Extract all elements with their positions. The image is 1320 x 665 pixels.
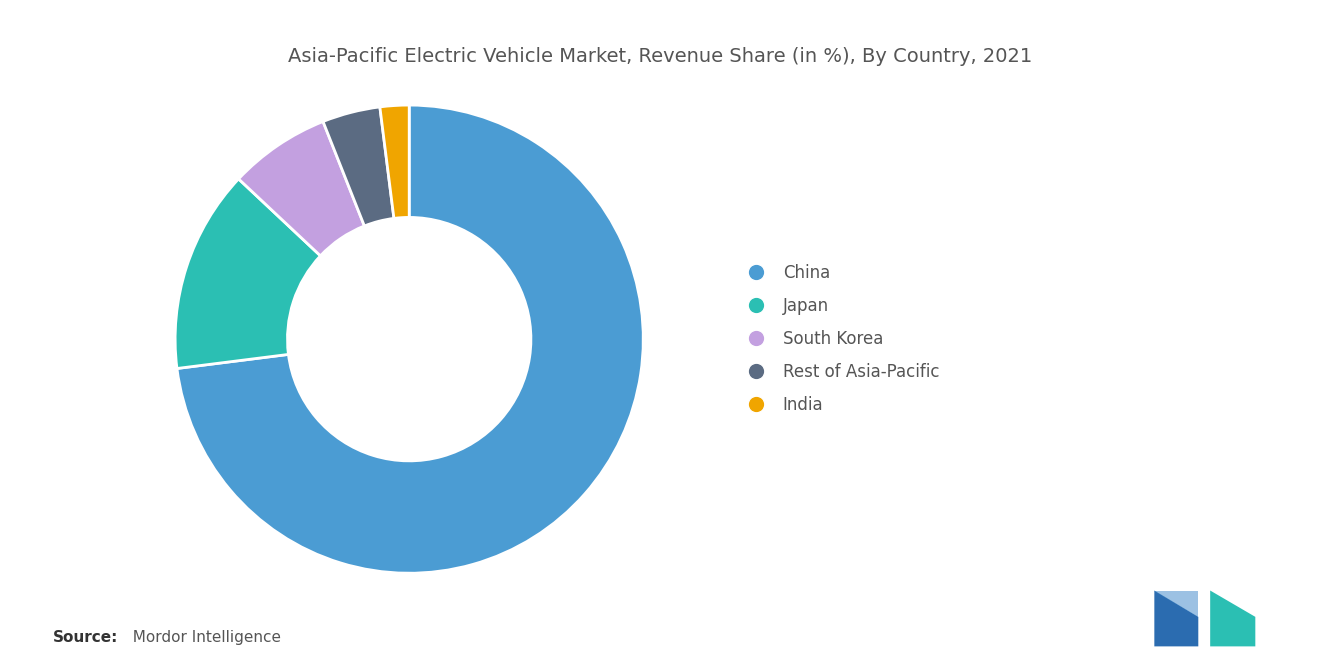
Legend: China, Japan, South Korea, Rest of Asia-Pacific, India: China, Japan, South Korea, Rest of Asia-… [739, 264, 940, 414]
Text: Asia-Pacific Electric Vehicle Market, Revenue Share (in %), By Country, 2021: Asia-Pacific Electric Vehicle Market, Re… [288, 47, 1032, 66]
Wedge shape [323, 107, 393, 226]
Wedge shape [239, 122, 364, 256]
Polygon shape [1210, 591, 1255, 646]
Wedge shape [176, 179, 321, 368]
Wedge shape [380, 105, 409, 218]
Wedge shape [177, 105, 643, 573]
Text: Mordor Intelligence: Mordor Intelligence [123, 630, 281, 645]
Polygon shape [1154, 591, 1199, 617]
Text: Source:: Source: [53, 630, 119, 645]
Polygon shape [1154, 591, 1199, 646]
